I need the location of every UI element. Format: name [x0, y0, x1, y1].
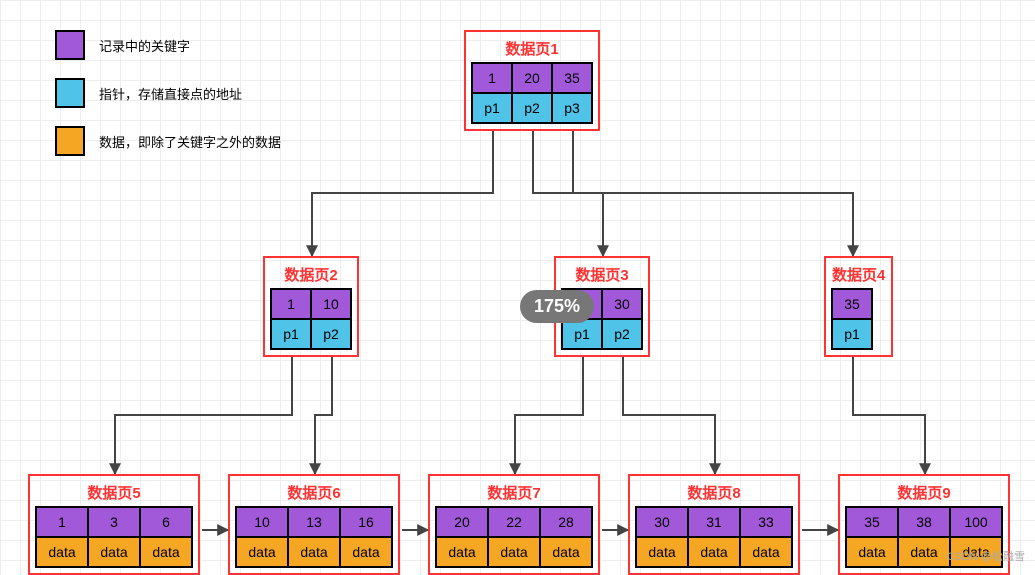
- legend-label: 记录中的关键字: [99, 36, 190, 55]
- key-cell: 35: [551, 62, 593, 94]
- key-cell: 13: [287, 506, 341, 538]
- legend-label: 指针，存储直接点的地址: [99, 84, 242, 103]
- page-title: 数据页4: [832, 264, 885, 285]
- ptr-cell: p2: [511, 92, 553, 124]
- watermark: CSDN @松融雪: [947, 548, 1025, 564]
- data-cell: data: [35, 536, 89, 568]
- page-box-p2: 数据页2 110p1p2: [263, 256, 359, 357]
- page-box-p6: 数据页6101316datadatadata: [228, 474, 400, 575]
- key-cell: 28: [539, 506, 593, 538]
- data-cell: data: [635, 536, 689, 568]
- legend-row: 指针，存储直接点的地址: [55, 78, 281, 108]
- legend-row: 记录中的关键字: [55, 30, 281, 60]
- key-cell: 1: [270, 288, 312, 320]
- zoom-text: 175%: [534, 296, 580, 316]
- data-cell: data: [687, 536, 741, 568]
- page-title: 数据页2: [271, 264, 351, 285]
- key-cell: 30: [601, 288, 643, 320]
- data-cell: data: [845, 536, 899, 568]
- data-cell: data: [287, 536, 341, 568]
- legend: 记录中的关键字指针，存储直接点的地址数据，即除了关键字之外的数据: [55, 30, 281, 174]
- page-title: 数据页8: [636, 482, 792, 503]
- ptr-cell: p1: [831, 318, 873, 350]
- page-title: 数据页1: [472, 38, 592, 59]
- data-cell: data: [539, 536, 593, 568]
- key-cell: 3: [87, 506, 141, 538]
- key-cell: 35: [845, 506, 899, 538]
- key-cell: 100: [949, 506, 1003, 538]
- legend-label: 数据，即除了关键字之外的数据: [99, 132, 281, 151]
- key-cell: 22: [487, 506, 541, 538]
- page-title: 数据页5: [36, 482, 192, 503]
- legend-swatch: [55, 30, 85, 60]
- data-cell: data: [235, 536, 289, 568]
- data-cell: data: [339, 536, 393, 568]
- page-title: 数据页3: [562, 264, 642, 285]
- key-cell: 16: [339, 506, 393, 538]
- data-cell: data: [897, 536, 951, 568]
- key-cell: 1: [35, 506, 89, 538]
- ptr-cell: p1: [471, 92, 513, 124]
- key-cell: 20: [435, 506, 489, 538]
- key-cell: 35: [831, 288, 873, 320]
- page-box-p1: 数据页1 12035 p1p2p3: [464, 30, 600, 131]
- page-title: 数据页6: [236, 482, 392, 503]
- ptr-cell: p1: [270, 318, 312, 350]
- legend-row: 数据，即除了关键字之外的数据: [55, 126, 281, 156]
- key-cell: 31: [687, 506, 741, 538]
- ptr-cell: p3: [551, 92, 593, 124]
- data-cell: data: [87, 536, 141, 568]
- key-cell: 20: [511, 62, 553, 94]
- ptr-cell: p2: [601, 318, 643, 350]
- key-cell: 10: [235, 506, 289, 538]
- data-cell: data: [435, 536, 489, 568]
- legend-swatch: [55, 126, 85, 156]
- ptr-cell: p2: [310, 318, 352, 350]
- data-cell: data: [487, 536, 541, 568]
- data-cell: data: [139, 536, 193, 568]
- zoom-indicator: 175%: [520, 290, 594, 323]
- key-cell: 10: [310, 288, 352, 320]
- key-cell: 6: [139, 506, 193, 538]
- page-box-p7: 数据页7202228datadatadata: [428, 474, 600, 575]
- data-cell: data: [739, 536, 793, 568]
- page-box-p5: 数据页5136datadatadata: [28, 474, 200, 575]
- key-cell: 1: [471, 62, 513, 94]
- page-title: 数据页7: [436, 482, 592, 503]
- page-box-p8: 数据页8303133datadatadata: [628, 474, 800, 575]
- page-box-p4: 数据页4 35p1: [824, 256, 893, 357]
- page-title: 数据页9: [846, 482, 1002, 503]
- key-cell: 38: [897, 506, 951, 538]
- key-cell: 33: [739, 506, 793, 538]
- key-cell: 30: [635, 506, 689, 538]
- legend-swatch: [55, 78, 85, 108]
